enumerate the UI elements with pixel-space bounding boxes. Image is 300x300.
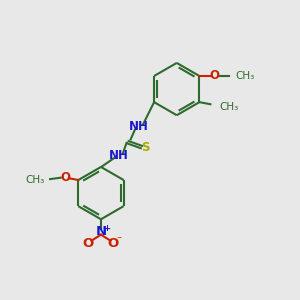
Text: O: O: [209, 70, 219, 83]
Text: CH₃: CH₃: [26, 175, 45, 185]
Text: CH₃: CH₃: [235, 71, 254, 81]
Text: O: O: [108, 236, 119, 250]
Text: +: +: [103, 224, 110, 233]
Text: NH: NH: [109, 149, 129, 162]
Text: NH: NH: [129, 120, 148, 133]
Text: S: S: [142, 140, 150, 154]
Text: ⁻: ⁻: [116, 235, 122, 245]
Text: N: N: [95, 225, 106, 238]
Text: O: O: [61, 171, 71, 184]
Text: CH₃: CH₃: [219, 102, 238, 112]
Text: O: O: [83, 236, 94, 250]
